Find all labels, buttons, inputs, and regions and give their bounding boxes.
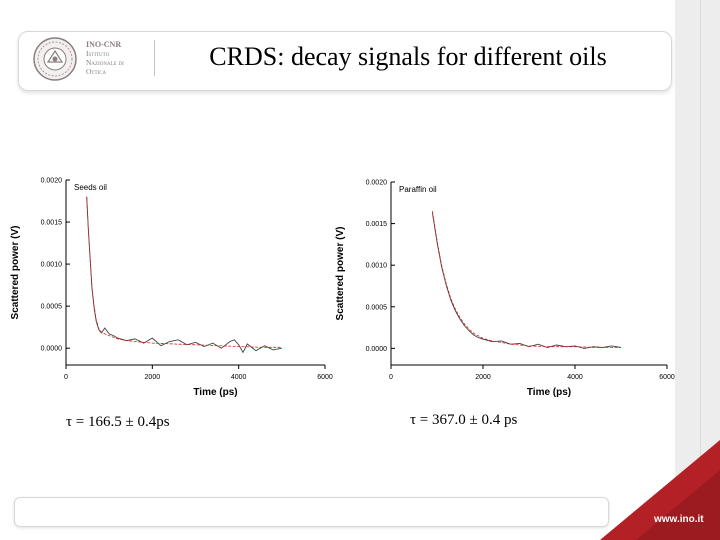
y-tick-label: 0.0000 [41, 346, 63, 353]
website-url[interactable]: www.ino.it [654, 514, 704, 525]
x-tick-label: 6000 [317, 374, 333, 381]
institute-line-1: Istituto [86, 49, 110, 58]
x-tick-label: 2000 [475, 374, 491, 381]
y-axis-label: Scattered power (V) [10, 226, 21, 320]
y-tick-label: 0.0020 [366, 180, 388, 187]
institute-logo-text: INO-CNR Istituto Nazionale di Ottica [86, 40, 155, 76]
right-margin-line [700, 0, 701, 540]
institute-line-2: Nazionale di [86, 58, 124, 67]
paraffin-oil-chart: 0.0000 0.0005 0.0010 0.0015 0.0020 0 2000 4000 6… [335, 180, 675, 399]
x-tick-label: 0 [389, 374, 393, 381]
y-tick-label: 0.0010 [366, 263, 388, 270]
tau-paraffin-oil: τ = 367.0 ± 0.4 ps [410, 412, 518, 428]
tau-seeds-oil: τ = 166.5 ± 0.4ps [66, 414, 170, 430]
ino-seal-logo-icon [33, 37, 77, 81]
y-tick-label: 0.0000 [366, 346, 388, 353]
fit-series-line [86, 196, 282, 348]
institute-name: INO-CNR [86, 40, 122, 49]
x-tick-label: 6000 [659, 374, 675, 381]
y-tick-label: 0.0015 [366, 221, 388, 228]
chart-title: Paraffin oil [399, 185, 437, 194]
y-tick-label: 0.0010 [41, 262, 63, 269]
data-series-line [86, 196, 282, 354]
y-tick-label: 0.0005 [366, 304, 388, 311]
seeds-oil-chart: 0.0000 0.0005 0.0010 0.0015 0.0020 0 2000 4000 6… [10, 178, 333, 399]
x-tick-label: 2000 [145, 374, 161, 381]
data-series-line [431, 212, 622, 349]
x-tick-label: 0 [64, 374, 68, 381]
y-tick-label: 0.0005 [41, 304, 63, 311]
fit-series-line [432, 211, 621, 348]
x-tick-label: 4000 [231, 374, 247, 381]
slide-title: CRDS: decay signals for different oils [209, 42, 607, 71]
y-tick-label: 0.0015 [41, 220, 63, 227]
x-axis-label: Time (ps) [527, 387, 571, 398]
x-axis-label: Time (ps) [193, 387, 237, 398]
y-tick-label: 0.0020 [41, 178, 63, 185]
x-tick-label: 4000 [567, 374, 583, 381]
institute-line-3: Ottica [86, 67, 107, 76]
title-header-box [18, 31, 672, 91]
footer-box [14, 497, 609, 527]
chart-title: Seeds oil [74, 183, 107, 192]
y-axis-label: Scattered power (V) [335, 227, 346, 321]
